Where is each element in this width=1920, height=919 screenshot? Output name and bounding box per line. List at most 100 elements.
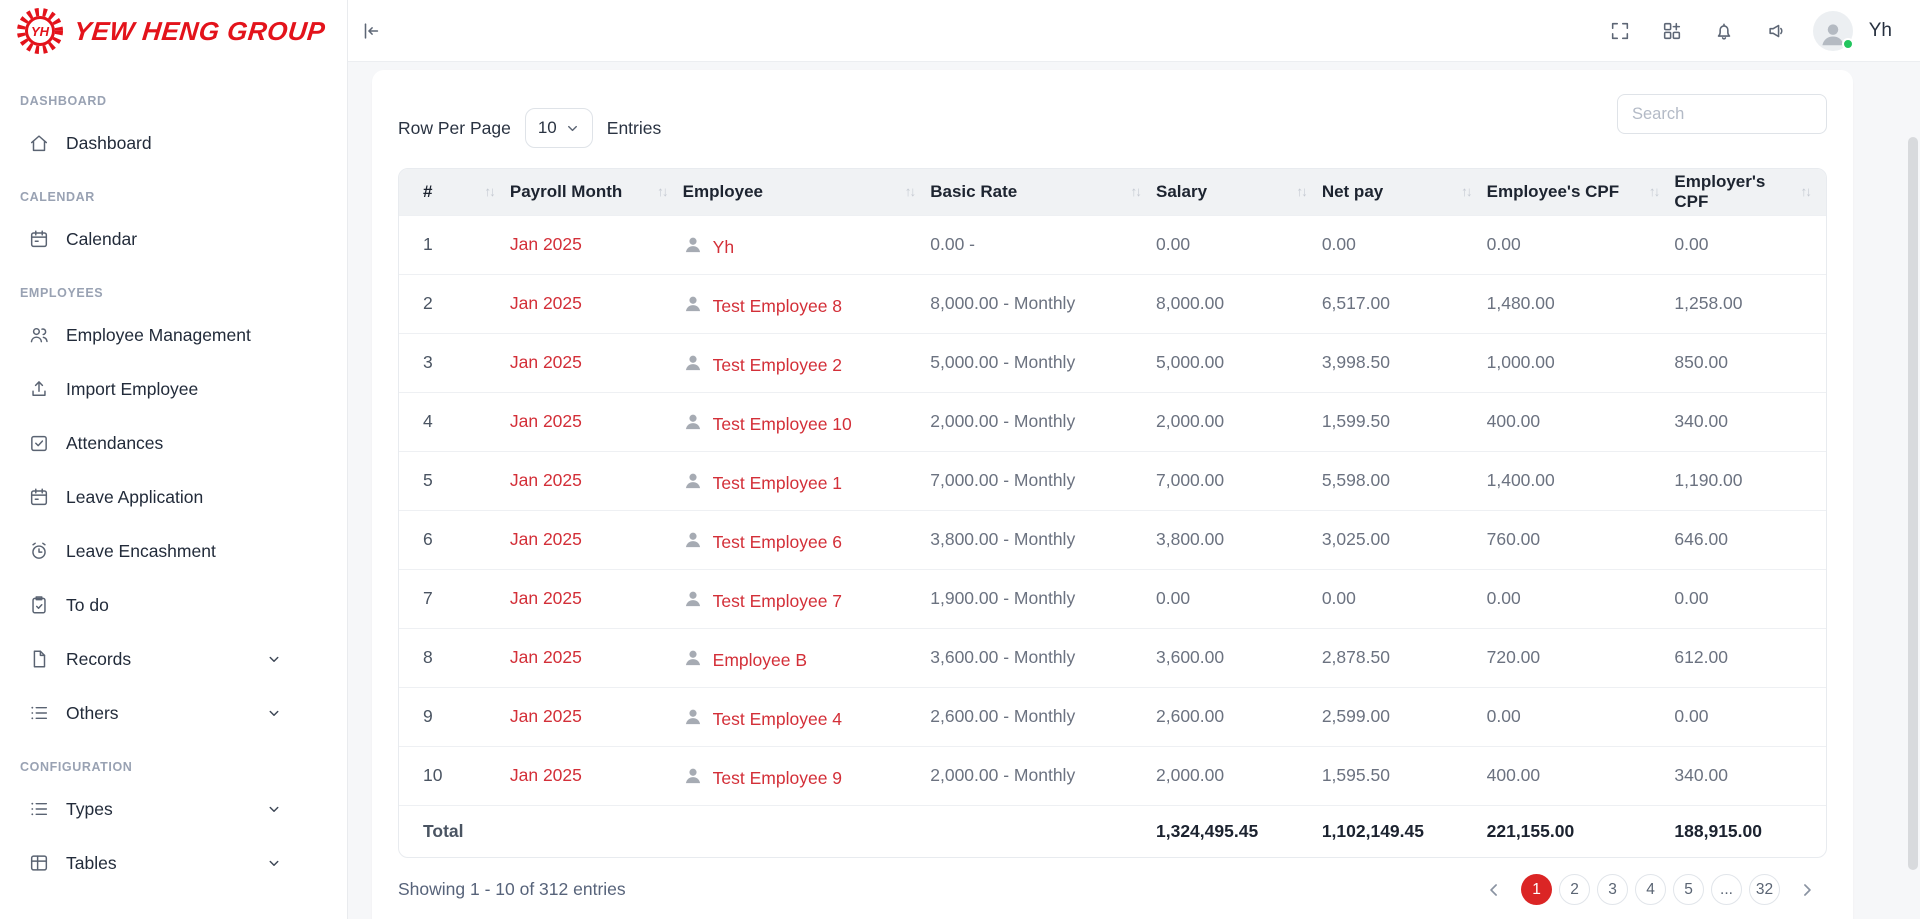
page-button-2[interactable]: 2 (1559, 874, 1590, 905)
employee-link[interactable]: Test Employee 2 (712, 355, 843, 375)
employee-link[interactable]: Test Employee 8 (712, 296, 843, 316)
page-button-32[interactable]: 32 (1749, 874, 1780, 905)
table-row: 7 Jan 2025 Test Employee 7 1,900.00 - Month… (399, 568, 1826, 628)
search-input[interactable] (1617, 94, 1827, 134)
column-header-salary: Salary (1156, 181, 1208, 201)
rows-per-page-value: 10 (537, 118, 557, 137)
net-pay-value: 1,595.50 (1321, 765, 1390, 785)
salary-value: 2,600.00 (1156, 706, 1225, 726)
employer-cpf-value: 646.00 (1674, 529, 1728, 549)
person-icon (683, 648, 703, 668)
apps-grid-plus-icon[interactable] (1657, 16, 1687, 46)
basic-rate-value: 2,000.00 - Monthly (930, 411, 1076, 431)
sidebar-item-types[interactable]: Types (0, 782, 347, 836)
employer-cpf-value: 1,258.00 (1674, 293, 1743, 313)
megaphone-icon[interactable] (1761, 16, 1791, 46)
sidebar-item-tables[interactable]: Tables (0, 836, 347, 890)
sort-arrows-icon[interactable]: ↑↓ (1130, 184, 1142, 200)
sidebar-item-import-employee[interactable]: Import Employee (0, 362, 347, 416)
alarm-clock-icon (28, 540, 50, 562)
table-row: 5 Jan 2025 Test Employee 1 7,000.00 - Month… (399, 450, 1826, 510)
basic-rate-value: 1,900.00 - Monthly (930, 588, 1076, 608)
next-page-icon[interactable] (1795, 878, 1819, 902)
sort-arrows-icon[interactable]: ↑↓ (657, 184, 668, 200)
chevron-down-icon (265, 650, 283, 668)
payroll-month-link[interactable]: Jan 2025 (509, 529, 582, 549)
page-button-1[interactable]: 1 (1521, 874, 1552, 905)
file-icon (28, 648, 50, 670)
employee-link[interactable]: Test Employee 9 (712, 768, 843, 788)
payroll-month-link[interactable]: Jan 2025 (509, 293, 582, 313)
person-icon (683, 530, 703, 550)
basic-rate-value: 0.00 - (930, 234, 975, 254)
payroll-month-link[interactable]: Jan 2025 (509, 765, 582, 785)
employer-cpf-value: 340.00 (1674, 411, 1728, 431)
basic-rate-value: 2,600.00 - Monthly (930, 706, 1076, 726)
salary-value: 2,000.00 (1156, 765, 1225, 785)
showing-entries-text: Showing 1 - 10 of 312 entries (398, 879, 626, 899)
table-row: 2 Jan 2025 Test Employee 8 8,000.00 - Month… (399, 273, 1826, 333)
rows-per-page-select[interactable]: 10 (524, 108, 593, 148)
employee-cpf-value: 760.00 (1486, 529, 1541, 549)
previous-page-icon[interactable] (1482, 878, 1506, 902)
employee-link[interactable]: Test Employee 6 (712, 532, 843, 552)
column-header-payroll-month: Payroll Month (509, 181, 623, 201)
page-button-5[interactable]: 5 (1673, 874, 1704, 905)
table-row: 3 Jan 2025 Test Employee 2 5,000.00 - Month… (399, 332, 1826, 392)
payroll-month-link[interactable]: Jan 2025 (509, 706, 582, 726)
sidebar-item-label: Attendances (66, 432, 164, 453)
sidebar-item-employee-management[interactable]: Employee Management (0, 308, 347, 362)
payroll-month-link[interactable]: Jan 2025 (509, 234, 582, 254)
sidebar-item-label: Records (66, 648, 132, 669)
employee-link[interactable]: Test Employee 7 (712, 591, 843, 611)
sort-arrows-icon[interactable]: ↑↓ (1296, 184, 1307, 200)
payroll-month-link[interactable]: Jan 2025 (509, 352, 582, 372)
table-row: 4 Jan 2025 Test Employee 10 2,000.00 - Mont… (399, 391, 1826, 451)
user-avatar[interactable] (1812, 10, 1854, 51)
payroll-month-link[interactable]: Jan 2025 (509, 470, 582, 490)
sidebar-item-calendar[interactable]: Calendar (0, 212, 347, 266)
sidebar-item-leave-application[interactable]: Leave Application (0, 470, 347, 524)
brand-name: Yew Heng Group (72, 15, 327, 46)
row-per-page-label: Row Per Page (398, 117, 511, 138)
employee-link[interactable]: Test Employee 1 (712, 473, 843, 493)
payroll-month-link[interactable]: Jan 2025 (509, 411, 582, 431)
payroll-month-link[interactable]: Jan 2025 (509, 588, 582, 608)
sort-arrows-icon[interactable]: ↑↓ (1648, 184, 1660, 200)
column-header-net-pay: Net pay (1321, 181, 1384, 201)
sidebar-collapse-icon[interactable] (356, 16, 386, 46)
employee-link[interactable]: Employee B (712, 650, 808, 670)
sidebar-item-attendances[interactable]: Attendances (0, 416, 347, 470)
sidebar-item-to-do[interactable]: To do (0, 578, 347, 632)
sidebar-item-label: Dashboard (66, 132, 152, 153)
sidebar-item-dashboard[interactable]: Dashboard (0, 116, 347, 170)
sidebar-item-leave-encashment[interactable]: Leave Encashment (0, 524, 347, 578)
employee-link[interactable]: Yh (712, 237, 735, 257)
page-button-3[interactable]: 3 (1597, 874, 1628, 905)
person-icon (683, 353, 703, 373)
person-icon (683, 707, 703, 727)
sort-arrows-icon[interactable]: ↑↓ (1800, 184, 1812, 200)
payroll-month-link[interactable]: Jan 2025 (509, 647, 582, 667)
page-ellipsis-button[interactable]: ... (1711, 874, 1742, 905)
fullscreen-icon[interactable] (1605, 16, 1635, 46)
sort-arrows-icon[interactable]: ↑↓ (484, 184, 495, 200)
sort-arrows-icon[interactable]: ↑↓ (904, 184, 916, 200)
sidebar-item-records[interactable]: Records (0, 632, 347, 686)
salary-value: 3,600.00 (1156, 647, 1225, 667)
topbar: Yh (348, 0, 1920, 62)
page-button-4[interactable]: 4 (1635, 874, 1666, 905)
total-label: Total (423, 820, 464, 841)
sort-arrows-icon[interactable]: ↑↓ (1461, 184, 1472, 200)
sidebar-item-label: Calendar (66, 228, 138, 249)
bell-icon[interactable] (1709, 16, 1739, 46)
brand-logo[interactable]: YH Yew Heng Group (0, 0, 347, 62)
employee-link[interactable]: Test Employee 10 (712, 414, 852, 434)
employee-link[interactable]: Test Employee 4 (712, 709, 843, 729)
basic-rate-value: 3,600.00 - Monthly (930, 647, 1076, 667)
salary-value: 0.00 (1156, 234, 1191, 254)
username: Yh (1868, 19, 1892, 41)
num-value: 4 (423, 411, 433, 431)
sidebar-item-others[interactable]: Others (0, 686, 347, 740)
scrollbar-thumb[interactable] (1908, 137, 1918, 870)
